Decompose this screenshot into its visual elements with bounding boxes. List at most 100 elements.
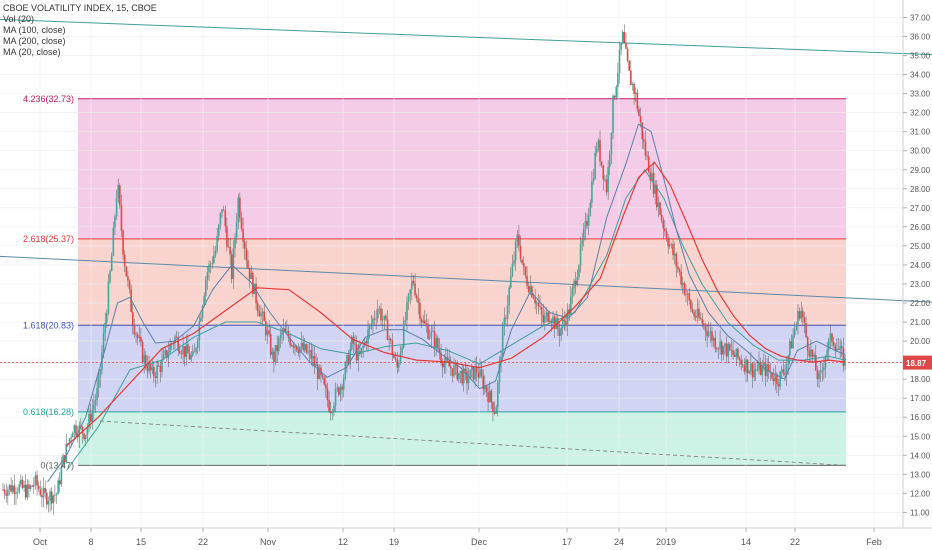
candle-body	[570, 296, 572, 314]
legend-study-ma20[interactable]: MA (20, close)	[3, 47, 61, 57]
fib-level-label: 1.618(20.83)	[23, 320, 74, 330]
candle-body	[565, 321, 567, 327]
candle-body	[670, 244, 673, 245]
candle-body	[422, 320, 424, 323]
candle-body	[114, 216, 116, 228]
legend-study-volume[interactable]: Vol (20)	[3, 14, 35, 24]
candle-body	[837, 348, 840, 350]
candle-body	[712, 337, 715, 341]
candle-body	[342, 378, 345, 390]
candle-body	[279, 334, 282, 339]
candle-body	[182, 346, 184, 354]
legend-study-ma200[interactable]: MA (200, close)	[3, 36, 66, 46]
candle-body	[68, 438, 71, 444]
candle-body	[273, 351, 275, 362]
candle-body	[140, 337, 142, 342]
legend-title[interactable]: CBOE VOLATILITY INDEX, 15, CBOE	[3, 3, 157, 13]
candle-body	[683, 283, 686, 295]
candle-body	[232, 248, 235, 279]
candle-body	[305, 344, 308, 353]
candle-body	[300, 342, 303, 348]
candle-body	[391, 340, 394, 355]
candle-body	[106, 313, 108, 323]
candle-body	[469, 369, 472, 379]
candle-body	[29, 485, 32, 489]
candle-body	[420, 319, 423, 323]
candle-body	[462, 368, 465, 384]
candle-body	[591, 181, 593, 203]
legend-study-ma100[interactable]: MA (100, close)	[3, 25, 66, 35]
candle-body	[730, 349, 733, 351]
candle-body	[677, 266, 679, 269]
candle-body	[763, 363, 765, 367]
candle-body	[307, 351, 309, 353]
candle-body	[7, 489, 9, 496]
candle-body	[524, 266, 527, 276]
candle-body	[644, 141, 647, 156]
candle-body	[836, 348, 838, 351]
candle-body	[354, 343, 356, 345]
candle-body	[110, 255, 113, 272]
candle-body	[813, 354, 815, 357]
candle-body	[321, 374, 324, 378]
candle-body	[313, 355, 316, 366]
fibonacci-labels: 4.236(32.73) 2.618(25.37) 1.618(20.83) 0.61…	[23, 94, 74, 471]
candle-body	[41, 495, 43, 498]
candle-body	[328, 399, 330, 412]
candle-body	[738, 357, 741, 360]
time-axis[interactable]: Oct 8 15 22 Nov 12 19 Dec 17 24 2019 14 22 Feb	[0, 527, 932, 547]
candle-body	[547, 312, 549, 322]
candle-body	[659, 202, 661, 215]
candle-body	[740, 359, 742, 365]
candle-body	[482, 375, 485, 390]
candle-body	[513, 260, 515, 264]
candle-body	[544, 316, 546, 323]
candle-body	[157, 365, 160, 367]
candle-body	[438, 348, 441, 353]
candle-body	[52, 495, 55, 504]
y-tick-label: 13.00	[910, 470, 931, 479]
candle-body	[604, 179, 606, 181]
candle-body	[445, 357, 447, 364]
candle-body	[86, 427, 89, 436]
candle-body	[563, 319, 566, 322]
x-tick-label: 15	[136, 537, 146, 547]
candle-body	[733, 354, 736, 357]
candle-body	[819, 371, 822, 374]
candle-body	[553, 316, 556, 330]
candle-body	[81, 426, 84, 434]
candle-body	[599, 140, 601, 162]
candle-body	[560, 327, 562, 336]
candle-body	[308, 350, 311, 352]
x-tick-label: 8	[88, 537, 93, 547]
candle-body	[651, 172, 653, 181]
candle-body	[290, 345, 293, 346]
candle-body	[414, 283, 416, 296]
candle-body	[527, 285, 530, 292]
candle-body	[449, 366, 452, 369]
candle-body	[428, 337, 431, 339]
candle-body	[153, 367, 155, 377]
candle-body	[8, 484, 11, 490]
candle-body	[381, 319, 384, 321]
candle-body	[222, 209, 225, 211]
candle-body	[479, 369, 481, 378]
candle-body	[678, 268, 681, 272]
candle-body	[333, 405, 335, 412]
candle-body	[550, 320, 553, 323]
candle-body	[540, 306, 543, 315]
candle-body	[641, 122, 644, 140]
moving-averages	[47, 123, 846, 483]
candle-body	[339, 386, 342, 395]
candle-body	[579, 244, 582, 266]
price-axis[interactable]: 11.00 12.00 13.00 14.00 15.00 16.00 17.00 18.00…	[902, 0, 931, 528]
candle-body	[584, 220, 587, 230]
candle-body	[107, 281, 110, 314]
candle-body	[709, 331, 712, 333]
candle-body	[806, 337, 809, 351]
candle-body	[518, 234, 520, 246]
candle-body	[714, 337, 717, 349]
fib-level-label: 0.618(16.28)	[23, 407, 74, 417]
trendlines[interactable]	[0, 18, 932, 466]
